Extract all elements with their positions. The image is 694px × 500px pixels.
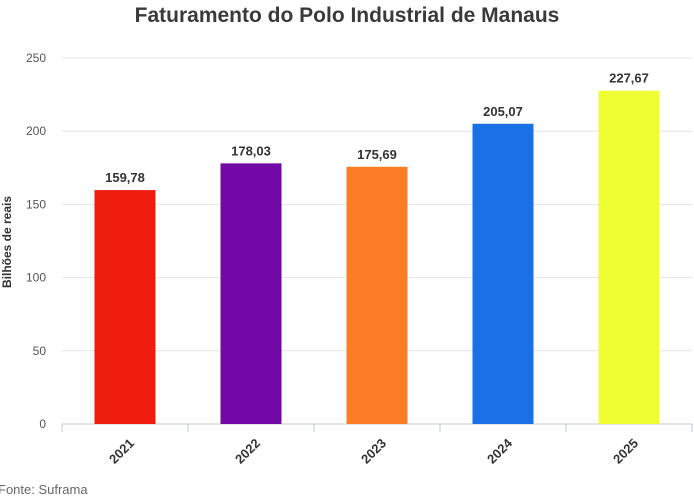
- data-labels: 159,78 178,03 175,69 205,07 227,67: [105, 71, 649, 185]
- bar-2024: [472, 123, 534, 424]
- data-label-2022: 178,03: [231, 143, 271, 158]
- x-axis-ticks: 2021 2022 2023 2024 2025: [61, 424, 693, 467]
- bar-2022: [220, 163, 282, 424]
- y-tick-label: 0: [39, 417, 46, 431]
- bar-2021: [94, 190, 156, 424]
- data-label-2023: 175,69: [357, 147, 397, 162]
- y-tick-label: 250: [26, 51, 46, 65]
- y-tick-label: 150: [26, 197, 46, 211]
- x-tick-label-2024: 2024: [484, 435, 516, 467]
- x-tick-label-2021: 2021: [106, 436, 137, 467]
- data-label-2025: 227,67: [609, 71, 649, 86]
- bar-chart: 0 50 100 150 200 250 159,78 178,03 175,69 205,07…: [0, 51, 693, 467]
- data-label-2021: 159,78: [105, 170, 145, 185]
- x-tick-label-2025: 2025: [610, 436, 641, 467]
- bars: [94, 90, 660, 425]
- y-tick-label: 200: [26, 124, 46, 138]
- chart-title: Faturamento do Polo Industrial de Manaus: [134, 4, 560, 27]
- x-tick-label-2022: 2022: [232, 436, 263, 467]
- y-axis-title: Bilhões de reais: [0, 196, 14, 288]
- bar-2023: [346, 166, 408, 424]
- data-label-2024: 205,07: [483, 104, 523, 119]
- bar-2025: [598, 90, 660, 425]
- y-tick-label: 50: [33, 344, 47, 358]
- y-tick-label: 100: [26, 271, 46, 285]
- x-tick-label-2023: 2023: [358, 436, 389, 467]
- source-note: Fonte: Suframa: [0, 482, 88, 497]
- y-axis-ticks: 0 50 100 150 200 250: [26, 51, 46, 431]
